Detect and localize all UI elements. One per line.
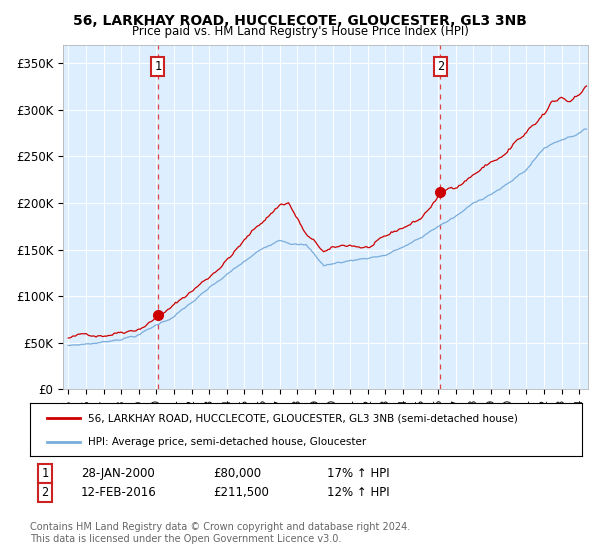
Text: 2: 2 bbox=[437, 60, 444, 73]
Text: £80,000: £80,000 bbox=[213, 466, 261, 480]
Text: 12-FEB-2016: 12-FEB-2016 bbox=[81, 486, 157, 500]
Text: 1: 1 bbox=[41, 466, 49, 480]
Text: £211,500: £211,500 bbox=[213, 486, 269, 500]
Text: 28-JAN-2000: 28-JAN-2000 bbox=[81, 466, 155, 480]
Text: Contains HM Land Registry data © Crown copyright and database right 2024.
This d: Contains HM Land Registry data © Crown c… bbox=[30, 522, 410, 544]
Text: 56, LARKHAY ROAD, HUCCLECOTE, GLOUCESTER, GL3 3NB: 56, LARKHAY ROAD, HUCCLECOTE, GLOUCESTER… bbox=[73, 14, 527, 28]
Text: 2: 2 bbox=[41, 486, 49, 500]
Text: Price paid vs. HM Land Registry's House Price Index (HPI): Price paid vs. HM Land Registry's House … bbox=[131, 25, 469, 38]
Text: 17% ↑ HPI: 17% ↑ HPI bbox=[327, 466, 389, 480]
Text: HPI: Average price, semi-detached house, Gloucester: HPI: Average price, semi-detached house,… bbox=[88, 436, 366, 446]
Text: 56, LARKHAY ROAD, HUCCLECOTE, GLOUCESTER, GL3 3NB (semi-detached house): 56, LARKHAY ROAD, HUCCLECOTE, GLOUCESTER… bbox=[88, 413, 518, 423]
Text: 12% ↑ HPI: 12% ↑ HPI bbox=[327, 486, 389, 500]
Text: 1: 1 bbox=[154, 60, 161, 73]
